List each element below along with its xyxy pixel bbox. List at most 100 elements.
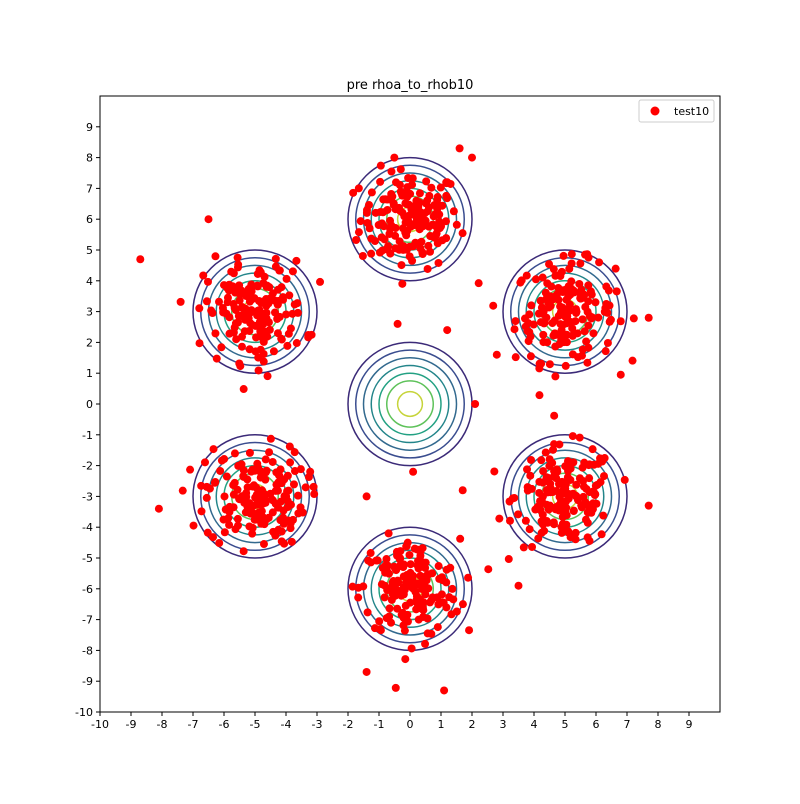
contour-line <box>362 357 458 451</box>
data-point <box>433 593 442 602</box>
data-point <box>587 508 596 517</box>
data-point <box>261 309 270 318</box>
data-point <box>567 250 576 259</box>
data-point <box>379 222 388 231</box>
data-point <box>458 486 467 495</box>
data-point <box>408 256 417 265</box>
data-point <box>234 311 243 320</box>
data-point <box>564 489 573 498</box>
data-point <box>415 189 424 198</box>
data-point <box>629 314 638 323</box>
data-point <box>550 329 559 338</box>
data-point <box>259 320 268 329</box>
data-point <box>449 207 458 216</box>
data-point <box>283 471 292 480</box>
data-point <box>371 208 380 217</box>
data-point <box>402 245 411 254</box>
data-point <box>397 261 406 270</box>
x-tick-label: -10 <box>91 718 109 731</box>
data-point <box>270 308 279 317</box>
data-point <box>256 268 265 277</box>
data-point <box>211 252 220 261</box>
data-point <box>354 184 363 193</box>
data-point <box>421 563 430 572</box>
x-tick-label: 0 <box>407 718 414 731</box>
data-point <box>283 341 292 350</box>
data-point <box>416 214 425 223</box>
data-point <box>239 547 248 556</box>
data-point <box>366 549 375 558</box>
data-point <box>195 339 204 348</box>
data-point <box>233 318 242 327</box>
data-point <box>209 533 218 542</box>
data-point <box>354 228 363 237</box>
data-point <box>278 293 287 302</box>
data-point <box>569 507 578 516</box>
data-point <box>399 583 408 592</box>
data-point <box>585 536 594 545</box>
data-point <box>580 327 589 336</box>
data-point <box>551 372 560 381</box>
y-tick-label: -7 <box>82 614 93 627</box>
x-tick-label: 5 <box>562 718 569 731</box>
data-point <box>416 551 425 560</box>
data-point <box>416 571 425 580</box>
data-point <box>401 655 410 664</box>
data-point <box>259 337 268 346</box>
data-point <box>525 525 534 534</box>
data-point <box>547 282 556 291</box>
data-point <box>237 286 246 295</box>
data-point <box>560 307 569 316</box>
data-point <box>271 254 280 263</box>
contour-line <box>396 390 424 418</box>
data-point <box>269 347 278 356</box>
data-point <box>521 322 530 331</box>
data-point <box>212 354 221 363</box>
data-point <box>550 520 559 529</box>
data-point <box>186 465 195 474</box>
data-point <box>381 195 390 204</box>
data-point <box>504 555 513 564</box>
contour-line <box>347 156 473 282</box>
data-point <box>254 353 263 362</box>
data-point <box>425 191 434 200</box>
data-point <box>552 290 561 299</box>
data-point <box>392 178 401 187</box>
data-point <box>304 333 313 342</box>
data-point <box>584 343 593 352</box>
y-tick-label: 6 <box>86 213 93 226</box>
chart-title: pre rhoa_to_rhob10 <box>347 78 474 93</box>
data-point <box>197 481 206 490</box>
data-point <box>243 483 252 492</box>
data-point <box>583 358 592 367</box>
data-point <box>442 565 451 574</box>
data-point <box>290 448 299 457</box>
data-point <box>542 294 551 303</box>
data-point <box>195 304 204 313</box>
legend-label: test10 <box>674 105 709 118</box>
data-point <box>414 564 423 573</box>
data-point <box>288 267 297 276</box>
data-point <box>358 252 367 261</box>
data-point <box>539 309 548 318</box>
x-tick-label: -7 <box>188 718 199 731</box>
data-point <box>575 474 584 483</box>
data-point <box>616 370 625 379</box>
data-point <box>273 329 282 338</box>
x-tick-label: 6 <box>593 718 600 731</box>
data-point <box>201 458 210 467</box>
data-point <box>199 271 208 280</box>
data-point <box>362 667 371 676</box>
data-point <box>589 329 598 338</box>
data-point <box>568 331 577 340</box>
x-tick-label: -8 <box>157 718 168 731</box>
data-point <box>561 361 570 370</box>
data-point <box>285 442 294 451</box>
scatter-points <box>136 144 653 695</box>
data-point <box>246 506 255 515</box>
data-point <box>244 284 253 293</box>
data-point <box>505 516 514 525</box>
data-point <box>404 174 413 183</box>
y-tick-label: -6 <box>82 583 93 596</box>
